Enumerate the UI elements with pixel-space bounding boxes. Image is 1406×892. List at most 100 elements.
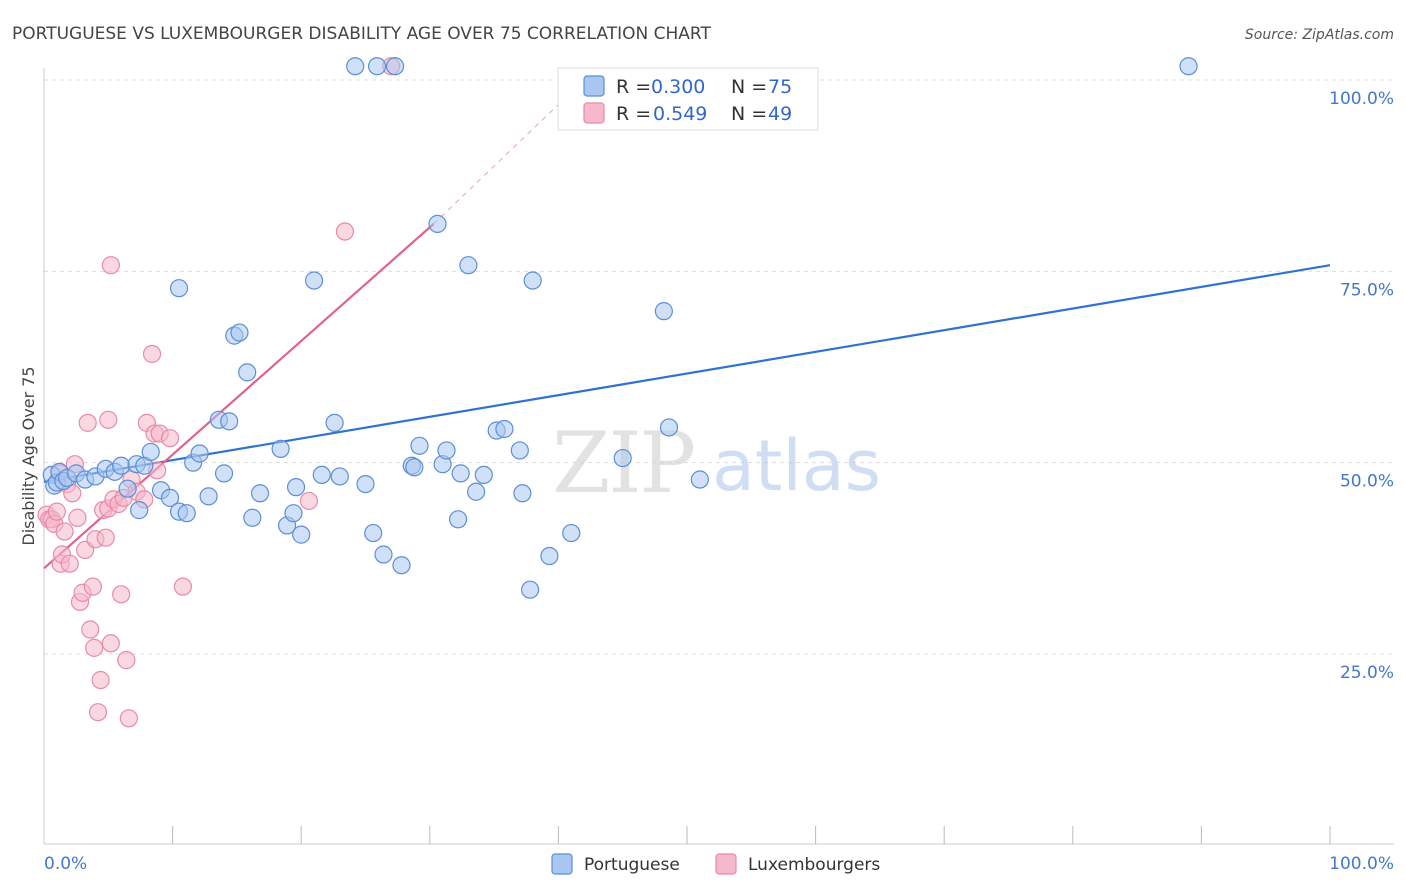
- trend-line-portuguese: [43, 264, 1331, 483]
- point-portuguese: [286, 478, 306, 497]
- bottom-legend-swatch-luxembourgers[interactable]: [715, 853, 737, 875]
- point-portuguese: [130, 501, 149, 520]
- point-portuguese: [513, 484, 532, 503]
- point-luxembourger: [85, 638, 104, 657]
- point-portuguese: [199, 487, 218, 506]
- point-portuguese: [466, 482, 486, 501]
- point-portuguese: [437, 441, 456, 460]
- bottom-legend-label-luxembourgers[interactable]: Luxembourgers: [748, 855, 880, 875]
- point-luxembourger: [142, 344, 162, 364]
- point-portuguese: [271, 439, 290, 458]
- point-luxembourger: [173, 577, 192, 596]
- point-portuguese: [540, 546, 559, 566]
- point-portuguese: [284, 504, 303, 523]
- point-luxembourger: [47, 502, 66, 521]
- point-luxembourger: [68, 508, 87, 527]
- y-tick-label: 75.0%: [1340, 280, 1394, 300]
- point-luxembourger: [96, 528, 115, 547]
- point-portuguese: [374, 545, 393, 564]
- point-portuguese: [451, 464, 470, 483]
- point-portuguese: [304, 271, 324, 290]
- point-luxembourger: [117, 651, 136, 670]
- point-portuguese: [367, 57, 387, 76]
- legend-r-label: R =: [616, 103, 651, 125]
- point-portuguese: [392, 556, 411, 575]
- point-luxembourger: [160, 429, 180, 448]
- point-portuguese: [325, 413, 344, 432]
- point-portuguese: [474, 465, 493, 485]
- legend-r-value: 0.549: [653, 103, 707, 125]
- point-luxembourger: [101, 256, 120, 275]
- watermark-atlas: atlas: [712, 425, 881, 507]
- point-luxembourger: [299, 491, 319, 511]
- scatter-points: [37, 57, 1198, 728]
- point-portuguese: [448, 510, 468, 529]
- point-portuguese: [613, 448, 632, 468]
- point-luxembourger: [91, 670, 110, 690]
- legend-r-label: R =: [616, 76, 651, 98]
- point-luxembourger: [60, 554, 79, 573]
- point-portuguese: [364, 523, 383, 543]
- legend-swatch-portuguese: [583, 75, 605, 97]
- point-portuguese: [405, 458, 424, 477]
- y-axis-label: Disability Age Over 75: [19, 366, 38, 545]
- legend-r-value: 0.300: [651, 76, 705, 98]
- x-axis-ticks: [172, 826, 1331, 844]
- bottom-legend-label-portuguese[interactable]: Portuguese: [584, 855, 680, 875]
- y-tick-labels: 25.0% 50.0% 75.0% 100.0%: [1329, 89, 1394, 683]
- y-tick-label: 50.0%: [1340, 472, 1394, 492]
- point-portuguese: [356, 474, 375, 494]
- point-portuguese: [118, 479, 137, 498]
- legend-n-value: 49: [768, 103, 792, 125]
- point-luxembourger: [99, 410, 118, 429]
- point-portuguese: [521, 580, 540, 599]
- point-portuguese: [385, 57, 405, 76]
- point-portuguese: [169, 279, 189, 298]
- point-portuguese: [346, 57, 365, 76]
- chart-source: Source: ZipAtlas.com: [1245, 27, 1394, 43]
- point-portuguese: [654, 302, 673, 321]
- chart-title: PORTUGUESE VS LUXEMBOURGER DISABILITY AG…: [12, 24, 711, 44]
- x-tick-label-min: 0.0%: [44, 854, 87, 874]
- point-portuguese: [562, 523, 581, 543]
- point-luxembourger: [55, 522, 74, 541]
- point-luxembourger: [335, 222, 355, 241]
- point-portuguese: [312, 465, 331, 485]
- x-tick-label-max: 100.0%: [1329, 854, 1394, 874]
- point-portuguese: [190, 444, 209, 463]
- point-portuguese: [1179, 57, 1198, 76]
- legend-box: R = 0.300 N = 75 R = 0.549 N = 49: [557, 67, 819, 131]
- point-luxembourger: [101, 634, 120, 653]
- point-portuguese: [510, 441, 529, 460]
- point-portuguese: [495, 419, 514, 439]
- y-tick-label: 100.0%: [1329, 89, 1394, 109]
- point-portuguese: [659, 418, 679, 437]
- point-luxembourger: [78, 413, 97, 432]
- point-portuguese: [459, 256, 478, 275]
- point-portuguese: [214, 464, 234, 483]
- point-portuguese: [230, 323, 249, 342]
- point-portuguese: [292, 525, 311, 544]
- point-portuguese: [238, 363, 257, 382]
- point-portuguese: [160, 488, 180, 507]
- point-portuguese: [112, 456, 131, 475]
- bottom-legend: Portuguese Luxembourgers: [551, 853, 880, 875]
- point-portuguese: [690, 470, 709, 489]
- point-portuguese: [410, 436, 429, 455]
- legend-n-label: N =: [731, 76, 767, 98]
- point-portuguese: [243, 508, 262, 527]
- point-luxembourger: [83, 577, 102, 596]
- point-portuguese: [220, 412, 239, 431]
- point-luxembourger: [88, 703, 108, 722]
- bottom-legend-swatch-portuguese[interactable]: [551, 853, 573, 875]
- point-portuguese: [141, 442, 160, 462]
- legend-swatch-luxembourgers: [583, 102, 605, 124]
- legend-n-value: 75: [768, 76, 792, 98]
- point-portuguese: [250, 484, 270, 503]
- point-luxembourger: [112, 585, 131, 604]
- y-tick-label: 25.0%: [1340, 663, 1394, 683]
- point-portuguese: [177, 504, 196, 523]
- point-portuguese: [330, 467, 349, 486]
- legend-n-label: N =: [731, 103, 767, 125]
